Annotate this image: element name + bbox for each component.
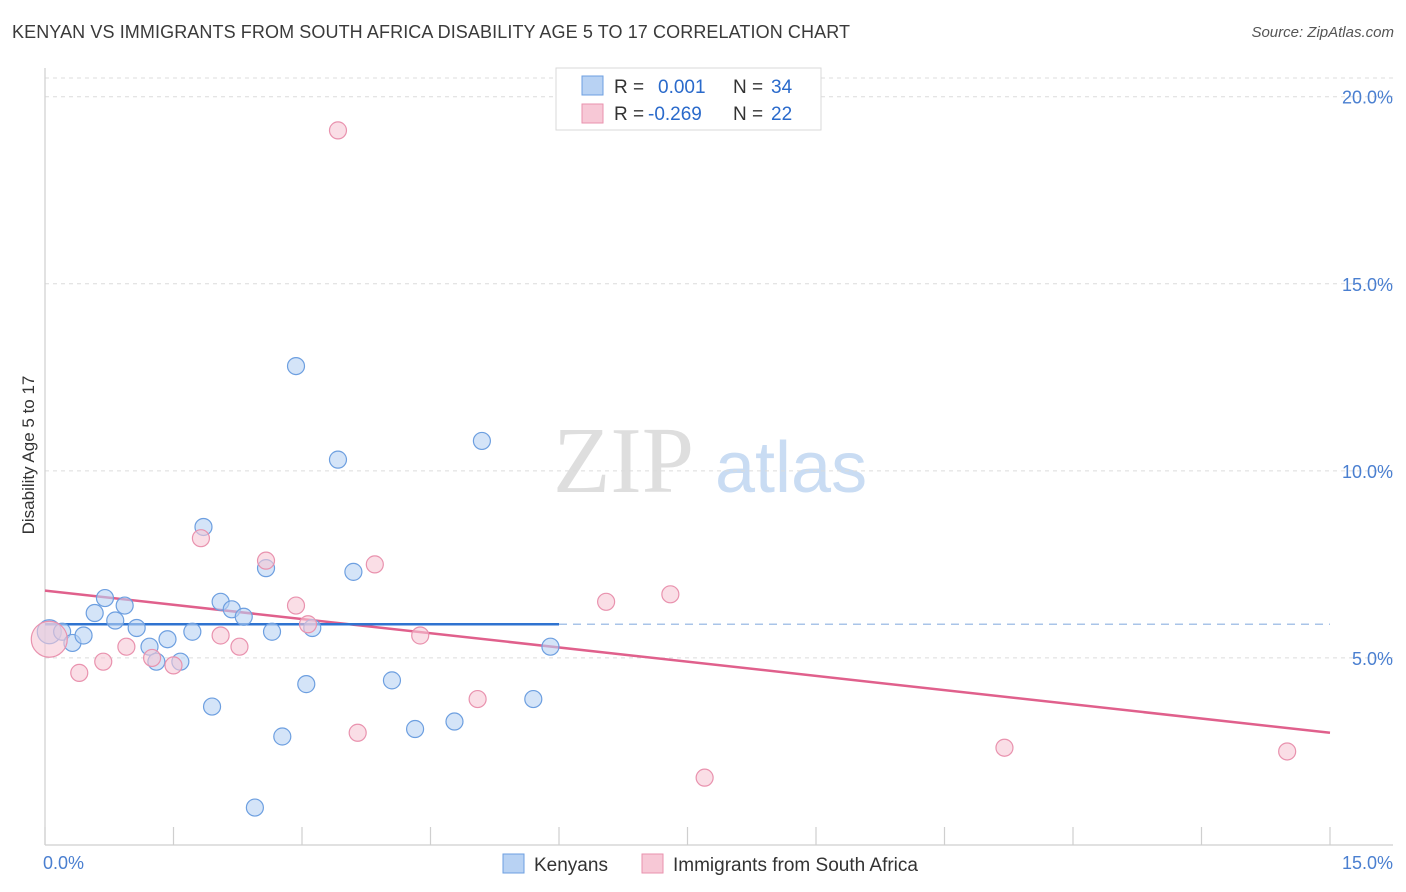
point-kenyans-6 xyxy=(106,611,125,630)
point-immigrants-19 xyxy=(695,768,714,787)
point-immigrants-0 xyxy=(30,620,68,658)
y-tick-label-2: 15.0% xyxy=(1342,275,1393,295)
bottom-legend: Kenyans Immigrants from South Africa xyxy=(502,853,918,876)
point-immigrants-9 xyxy=(256,551,276,570)
point-kenyans-7 xyxy=(115,596,134,615)
bottom-legend-immigrants: Immigrants from South Africa xyxy=(673,855,918,876)
point-immigrants-2 xyxy=(94,652,113,671)
point-immigrants-18 xyxy=(661,585,680,604)
point-immigrants-10 xyxy=(286,596,306,615)
legend-n-value-1: 34 xyxy=(771,77,793,98)
point-kenyans-24 xyxy=(297,675,316,694)
point-immigrants-20 xyxy=(995,738,1014,757)
watermark-atlas: atlas xyxy=(715,428,867,508)
point-kenyans-32 xyxy=(524,689,543,709)
point-immigrants-7 xyxy=(211,626,230,645)
legend-swatch-kenyans xyxy=(581,75,604,96)
point-immigrants-1 xyxy=(70,663,89,682)
point-kenyans-28 xyxy=(382,671,402,690)
point-kenyans-29 xyxy=(405,719,425,739)
bottom-legend-kenyans: Kenyans xyxy=(534,855,608,876)
point-kenyans-15 xyxy=(202,697,222,716)
point-immigrants-5 xyxy=(164,656,183,675)
point-immigrants-14 xyxy=(365,555,384,574)
point-kenyans-5 xyxy=(95,588,115,608)
point-kenyans-8 xyxy=(127,618,146,638)
y-tick-label-3: 20.0% xyxy=(1342,88,1393,108)
point-kenyans-23 xyxy=(286,356,306,376)
point-immigrants-17 xyxy=(597,592,616,611)
point-immigrants-21 xyxy=(1278,742,1297,761)
source-credit: Source: ZipAtlas.com xyxy=(1251,24,1394,41)
point-immigrants-16 xyxy=(468,689,487,709)
y-tick-label-0: 5.0% xyxy=(1352,649,1393,669)
x-tick-label-1: 15.0% xyxy=(1342,853,1393,873)
bottom-legend-swatch-immigrants xyxy=(641,853,664,874)
point-immigrants-11 xyxy=(298,615,318,634)
point-kenyans-18 xyxy=(234,607,253,626)
point-kenyans-19 xyxy=(245,798,264,817)
point-immigrants-13 xyxy=(348,723,367,742)
point-kenyans-3 xyxy=(74,626,93,645)
point-kenyans-13 xyxy=(183,622,202,641)
legend-r-label-1: R = xyxy=(614,77,644,98)
point-immigrants-6 xyxy=(191,529,211,548)
legend-r-label-2: R = xyxy=(614,104,644,125)
point-kenyans-11 xyxy=(158,630,177,649)
legend-swatch-immigrants xyxy=(581,103,604,124)
point-kenyans-31 xyxy=(472,431,491,451)
legend-n-label-2: N = xyxy=(733,104,763,125)
legend-r-value-2: -0.269 xyxy=(648,104,702,125)
legend-box: R = 0.001 N = 34 R = -0.269 N = 22 xyxy=(555,67,822,131)
legend-n-value-2: 22 xyxy=(771,104,792,125)
point-immigrants-15 xyxy=(411,626,430,645)
y-axis-label: Disability Age 5 to 17 xyxy=(19,376,38,535)
point-kenyans-27 xyxy=(344,562,363,581)
point-immigrants-3 xyxy=(117,637,136,656)
point-kenyans-30 xyxy=(445,712,464,731)
point-kenyans-33 xyxy=(541,637,560,656)
x-tick-label-0: 0.0% xyxy=(43,853,84,873)
point-immigrants-8 xyxy=(230,637,249,656)
point-kenyans-4 xyxy=(85,603,104,623)
bottom-legend-swatch-kenyans xyxy=(502,853,525,874)
trendline-immigrants xyxy=(44,589,1331,734)
point-kenyans-22 xyxy=(273,727,292,746)
watermark-zip: ZIP xyxy=(553,409,694,513)
point-immigrants-4 xyxy=(142,648,162,668)
point-kenyans-26 xyxy=(328,450,348,469)
point-immigrants-12 xyxy=(328,121,348,140)
y-tick-label-1: 10.0% xyxy=(1342,462,1393,482)
point-kenyans-21 xyxy=(262,622,282,641)
legend-n-label-1: N = xyxy=(733,77,763,98)
legend-r-value-1: 0.001 xyxy=(658,77,706,98)
chart-title: KENYAN VS IMMIGRANTS FROM SOUTH AFRICA D… xyxy=(12,22,851,42)
